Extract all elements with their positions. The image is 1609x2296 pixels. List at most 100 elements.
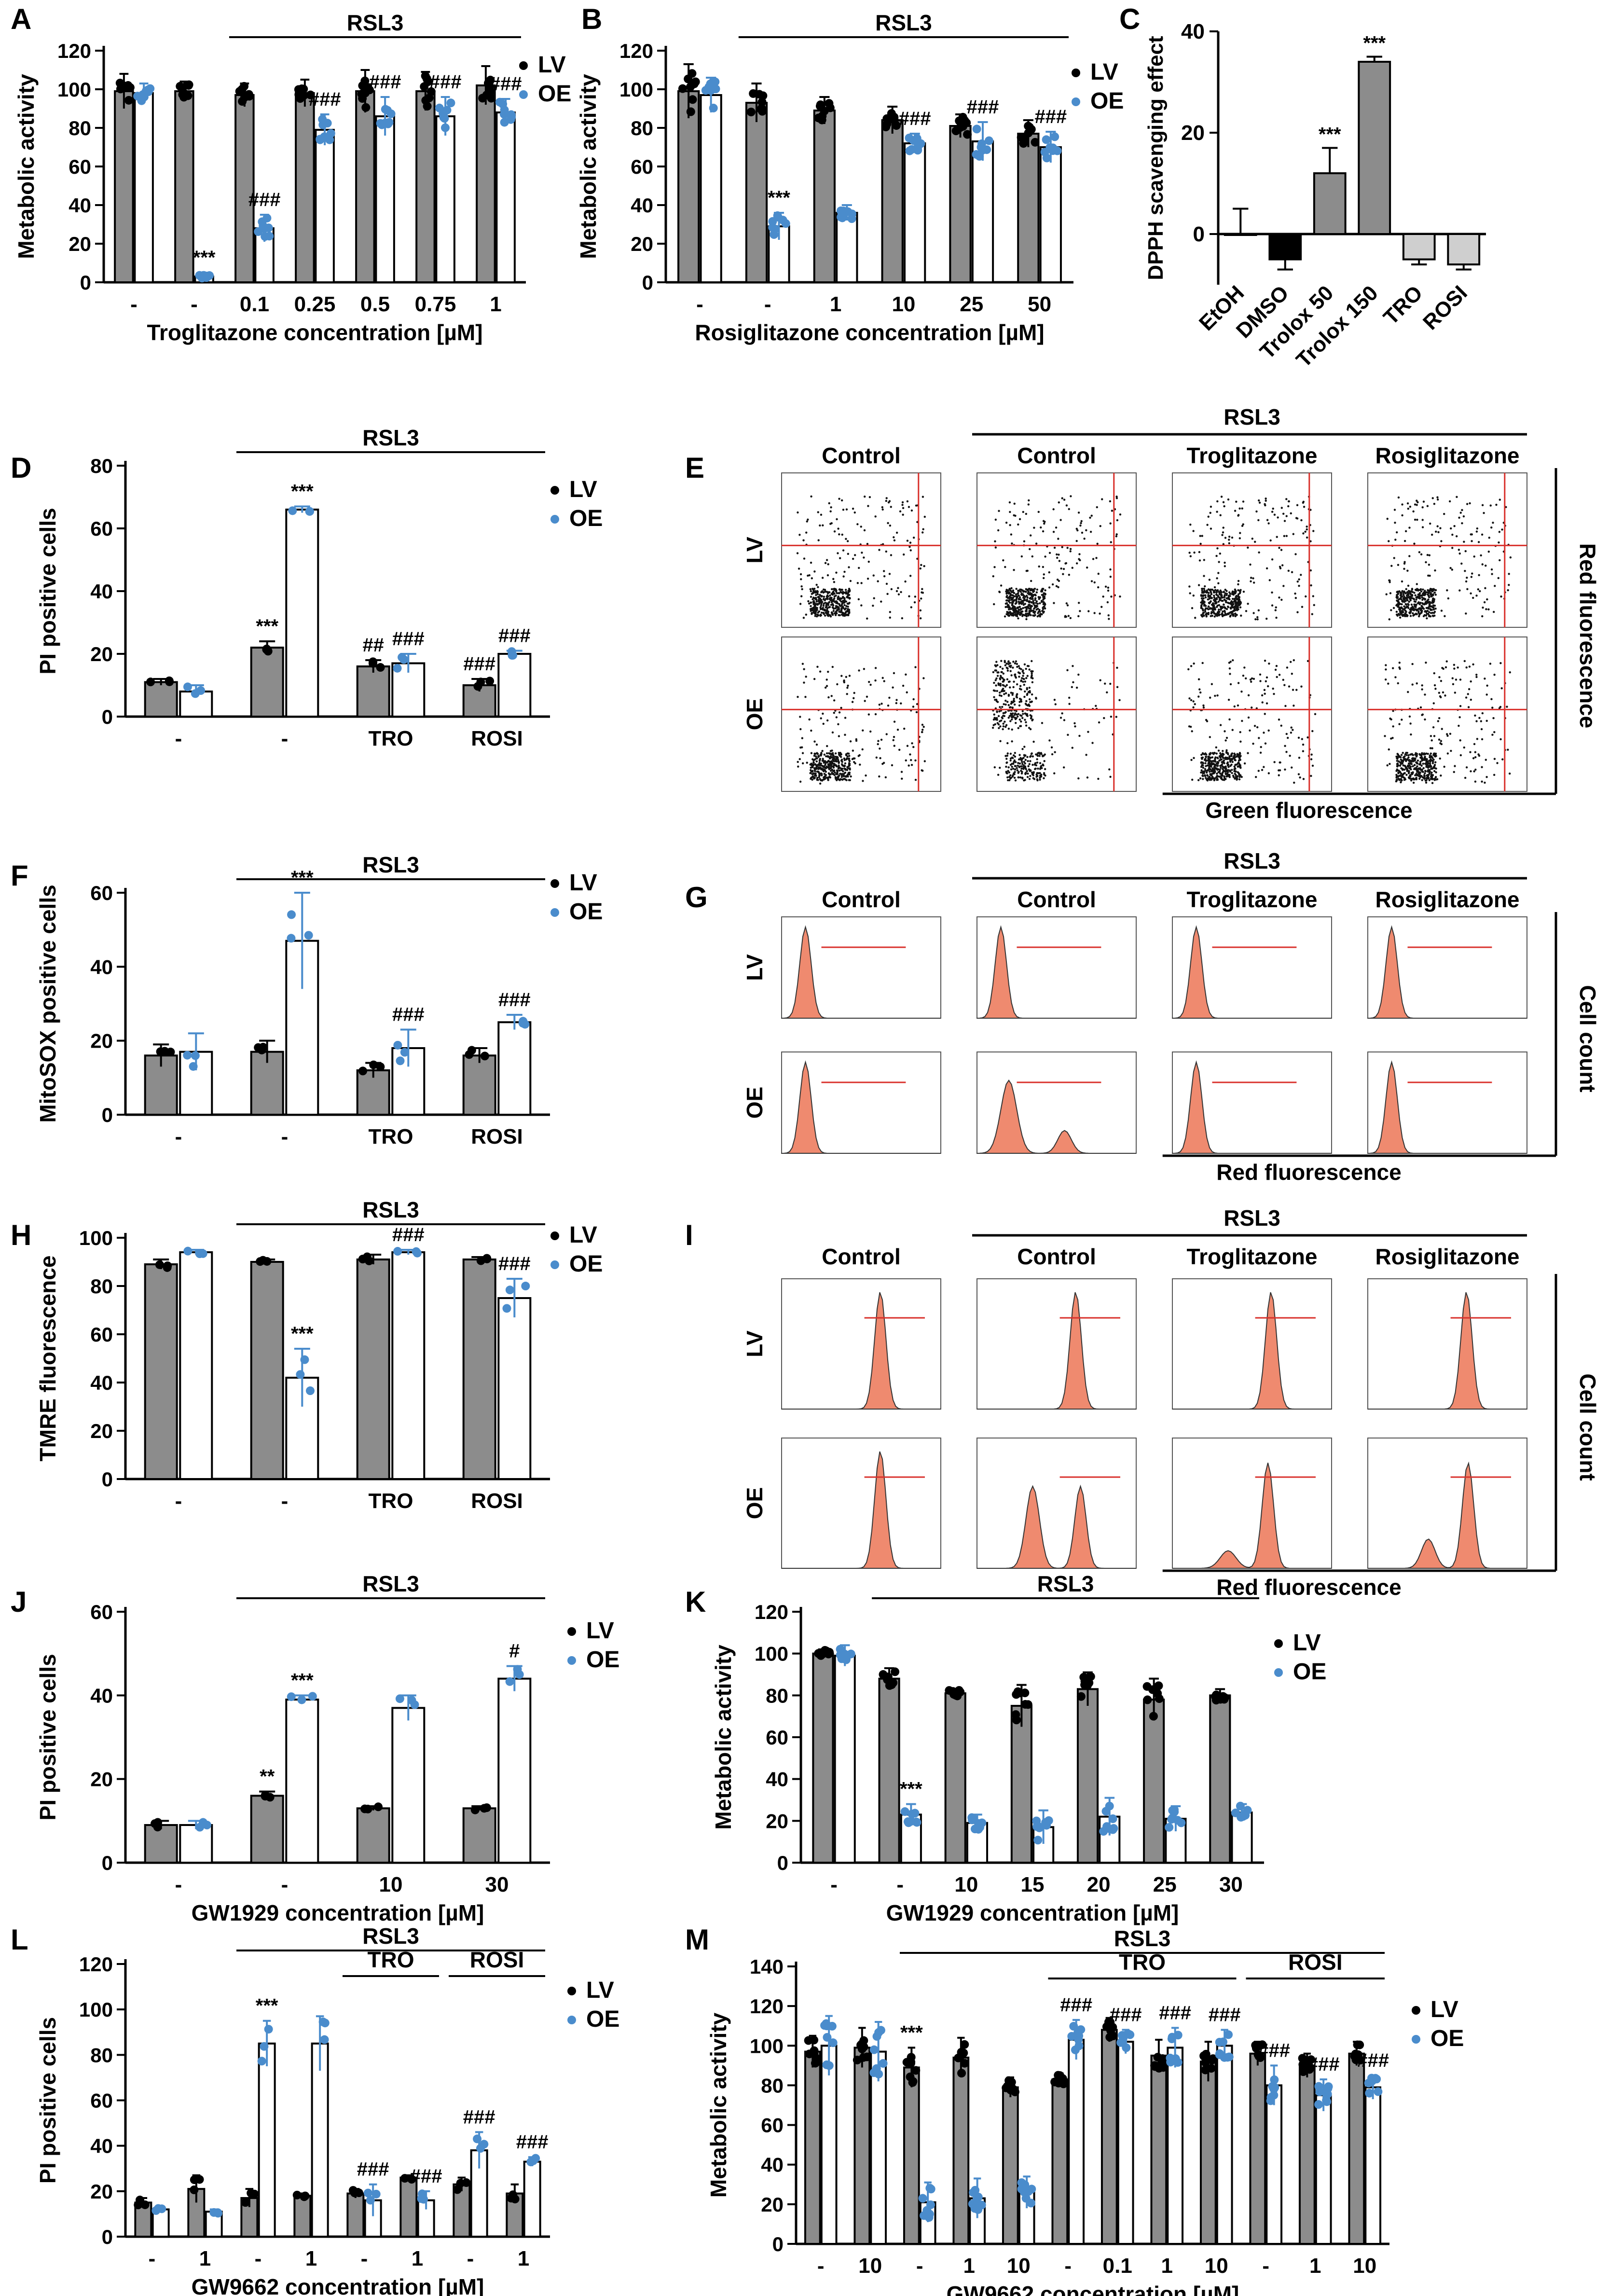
event-dot	[1222, 526, 1224, 529]
event-dot	[1389, 592, 1392, 595]
event-dot	[1418, 597, 1421, 600]
plot-frame	[1367, 472, 1527, 628]
event-dot	[1440, 540, 1443, 542]
event-dot	[1028, 668, 1031, 671]
event-dot	[1430, 594, 1433, 596]
event-dot	[1431, 590, 1433, 593]
event-dot	[838, 753, 840, 756]
event-dot	[1444, 615, 1446, 618]
data-point	[363, 1252, 372, 1261]
event-dot	[1493, 610, 1495, 613]
y-tick-label: 40	[761, 2154, 784, 2176]
event-dot	[1478, 574, 1480, 576]
event-dot	[1403, 567, 1405, 570]
event-dot	[1401, 600, 1403, 602]
event-dot	[1252, 581, 1255, 584]
event-dot	[1249, 729, 1251, 732]
event-dot	[1057, 586, 1059, 588]
data-point	[1143, 1695, 1152, 1704]
event-dot	[911, 742, 913, 745]
x-tick-label: 1	[518, 2247, 529, 2270]
event-dot	[1204, 758, 1207, 760]
event-dot	[819, 601, 821, 604]
event-dot	[1461, 509, 1463, 512]
data-point	[260, 2042, 269, 2051]
event-dot	[919, 617, 922, 620]
data-point	[400, 1048, 409, 1057]
event-dot	[881, 677, 884, 679]
event-dot	[1018, 518, 1021, 521]
significance-mark: ###	[392, 1224, 425, 1245]
event-dot	[832, 599, 835, 602]
event-dot	[1227, 606, 1229, 609]
event-dot	[1406, 593, 1409, 595]
event-dot	[1397, 496, 1400, 499]
event-dot	[901, 504, 904, 506]
event-dot	[915, 711, 918, 714]
event-dot	[1012, 767, 1015, 770]
data-point	[116, 84, 125, 94]
event-dot	[1219, 514, 1222, 516]
event-dot	[1037, 767, 1039, 770]
event-dot	[1217, 749, 1220, 752]
event-dot	[1014, 768, 1017, 771]
y-tick-label: 60	[90, 882, 113, 904]
flow-plot	[1367, 472, 1527, 628]
legend-lv-dot	[550, 1231, 559, 1240]
significance-mark: ***	[193, 247, 216, 268]
data-point	[1173, 2058, 1182, 2067]
event-dot	[1209, 607, 1212, 609]
event-dot	[1078, 602, 1080, 604]
event-dot	[999, 684, 1002, 687]
event-dot	[998, 591, 1001, 594]
data-point	[757, 97, 767, 107]
y-axis-label: MitoSOX positive cells	[35, 885, 60, 1122]
event-dot	[1019, 588, 1021, 591]
event-dot	[815, 583, 818, 586]
event-dot	[1044, 768, 1046, 771]
event-dot	[1210, 611, 1213, 613]
event-dot	[1396, 597, 1399, 599]
event-dot	[810, 605, 812, 608]
event-dot	[843, 777, 846, 780]
event-dot	[1231, 758, 1234, 761]
event-dot	[1416, 609, 1418, 612]
event-dot	[1285, 498, 1288, 500]
event-dot	[1043, 601, 1045, 603]
event-dot	[880, 600, 882, 603]
significance-mark: ###	[357, 2159, 389, 2180]
event-dot	[1008, 596, 1010, 599]
event-dot	[837, 759, 839, 761]
x-tick-label: 25	[960, 292, 983, 316]
event-dot	[1446, 589, 1448, 592]
event-dot	[1080, 522, 1082, 525]
event-dot	[1279, 769, 1281, 772]
event-dot	[1083, 538, 1086, 540]
event-dot	[1008, 775, 1011, 778]
data-point	[470, 1805, 480, 1814]
event-dot	[865, 774, 867, 777]
event-dot	[1210, 773, 1213, 775]
event-dot	[1400, 598, 1403, 601]
event-dot	[822, 607, 824, 609]
event-dot	[847, 757, 850, 760]
data-point	[1149, 1712, 1158, 1721]
event-dot	[1224, 739, 1227, 742]
bar-oe	[495, 111, 516, 283]
data-point	[326, 129, 335, 138]
legend-lv-label: LV	[586, 1618, 614, 1644]
event-dot	[901, 501, 904, 504]
event-dot	[854, 554, 856, 556]
event-dot	[1039, 762, 1042, 764]
event-dot	[1014, 771, 1016, 773]
event-dot	[1211, 607, 1213, 609]
event-dot	[1035, 600, 1038, 603]
event-dot	[1415, 612, 1417, 615]
event-dot	[817, 770, 820, 773]
y-axis-label: Metabolic activity	[14, 74, 39, 259]
event-dot	[834, 752, 837, 755]
event-dot	[1230, 607, 1232, 610]
event-dot	[1287, 505, 1290, 508]
event-dot	[1067, 615, 1070, 617]
event-dot	[1210, 760, 1213, 763]
